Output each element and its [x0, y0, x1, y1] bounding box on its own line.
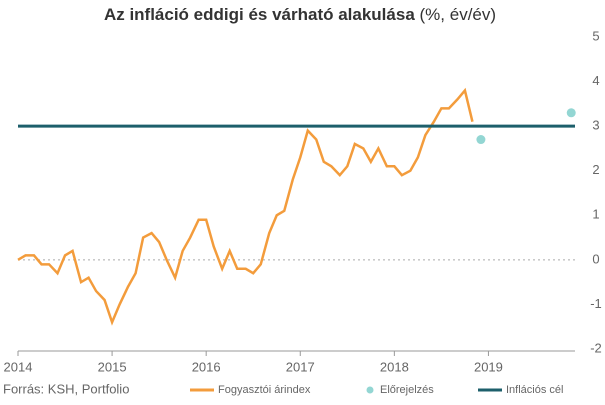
- x-tick-label: 2019: [474, 359, 503, 374]
- y-tick-label: 2: [592, 162, 599, 177]
- legend-label: Inflációs cél: [506, 384, 563, 396]
- title-suffix: (%, év/év): [420, 5, 497, 24]
- x-tick-label: 2016: [192, 359, 221, 374]
- y-tick-label: 1: [592, 207, 599, 222]
- line-series: [17, 87, 474, 326]
- forecast-point: [566, 108, 576, 118]
- y-tick-label: 3: [592, 118, 599, 133]
- legend-label: Fogyasztói árindex: [218, 384, 311, 396]
- x-tick-label: 2018: [380, 359, 409, 374]
- title-main: Az infláció eddigi és várható alakulása: [104, 5, 415, 24]
- y-tick-label: -2: [590, 340, 602, 355]
- source: Forrás: KSH, Portfolio: [3, 381, 129, 396]
- x-tick-label: 2017: [286, 359, 315, 374]
- x-tick-label: 2015: [98, 359, 127, 374]
- y-tick-label: 5: [592, 28, 599, 43]
- legend-marker: [366, 386, 374, 394]
- y-tick-label: 0: [592, 251, 599, 266]
- y-tick-label: 4: [592, 73, 599, 88]
- legend-label: Előrejelzés: [380, 384, 434, 396]
- chart-title: Az infláció eddigi és várható alakulása …: [104, 5, 496, 24]
- x-tick-label: 2014: [4, 359, 33, 374]
- y-tick-label: -1: [590, 296, 602, 311]
- forecast-point: [476, 135, 486, 145]
